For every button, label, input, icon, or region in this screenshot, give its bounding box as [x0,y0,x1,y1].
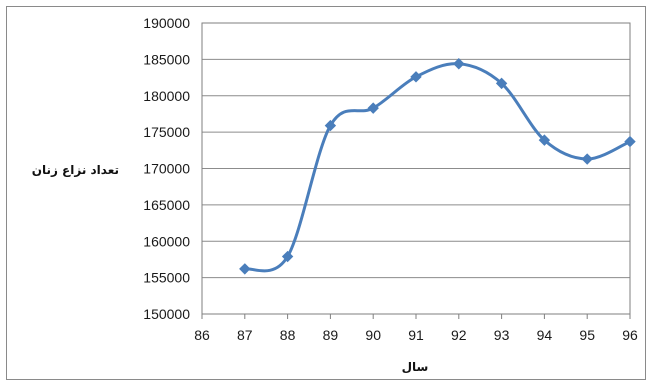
y-tick-label: 155000 [143,270,190,286]
y-tick-labels: 150000 155000 160000 165000 170000 175000 1800… [143,15,190,322]
x-tick-label: 87 [237,327,253,343]
x-tick-label: 95 [579,327,595,343]
x-tick-label: 86 [194,327,210,343]
chart-frame [6,6,646,380]
data-point-marker [281,250,294,263]
x-axis-title: سال [402,360,429,374]
x-tick-label: 90 [365,327,381,343]
gridlines [202,22,630,279]
data-point-marker [538,134,551,146]
x-tick-label: 89 [323,327,339,343]
x-tick-label: 94 [537,327,553,343]
x-tick-label: 91 [408,327,424,343]
data-point-marker [324,119,337,132]
series-line [243,62,632,273]
y-tick-label: 165000 [143,197,190,213]
x-tick-label: 88 [280,327,296,343]
series-layer [239,58,636,275]
data-point-marker [453,58,465,70]
x-tick-label: 93 [494,327,510,343]
data-point-marker [367,102,379,114]
y-tick-label: 190000 [143,15,190,31]
data-point-marker [239,263,251,275]
y-tick-label: 175000 [143,124,190,140]
x-tick-labels: 86 87 88 89 90 91 92 93 94 95 96 [194,314,638,343]
y-tick-label: 160000 [143,233,190,249]
x-tick-label: 92 [451,327,467,343]
data-point-marker [410,71,422,83]
y-tick-label: 185000 [143,51,190,67]
data-point-marker [495,77,508,90]
y-tick-label: 150000 [143,306,190,322]
data-point-marker [581,153,593,165]
x-tick-label: 96 [622,327,638,343]
data-point-marker [624,135,636,148]
y-tick-label: 180000 [143,88,190,104]
y-tick-label: 170000 [143,161,190,177]
y-axis-title: تعداد نزاع زنان [32,163,119,177]
